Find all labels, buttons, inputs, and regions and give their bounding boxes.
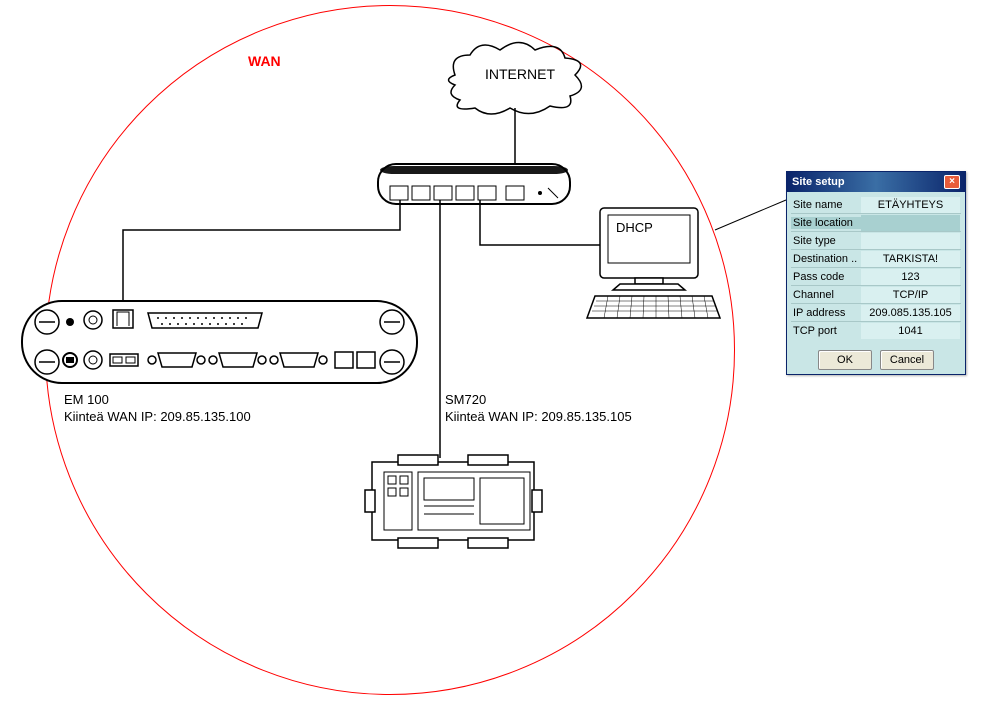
callout-line-dialog bbox=[715, 200, 786, 230]
em100-name: EM 100 bbox=[64, 392, 109, 407]
dialog-title: Site setup bbox=[792, 176, 845, 188]
dhcp-label: DHCP bbox=[616, 220, 653, 235]
cancel-button[interactable]: Cancel bbox=[880, 350, 934, 370]
label-site-name: Site name bbox=[791, 199, 861, 211]
label-site-location: Site location bbox=[791, 217, 861, 229]
label-tcp-port: TCP port bbox=[791, 325, 861, 337]
sm720-ip: Kiinteä WAN IP: 209.85.135.105 bbox=[445, 409, 632, 424]
sm720-name: SM720 bbox=[445, 392, 486, 407]
value-tcp-port[interactable]: 1041 bbox=[861, 323, 960, 339]
close-icon[interactable]: × bbox=[944, 175, 960, 189]
label-channel: Channel bbox=[791, 289, 861, 301]
pc-icon bbox=[587, 208, 720, 318]
value-destination[interactable]: TARKISTA! bbox=[861, 251, 960, 267]
cable-switch-em100 bbox=[123, 200, 400, 306]
site-setup-dialog: Site setup × Site name ETÄYHTEYS Site lo… bbox=[786, 171, 966, 375]
switch-icon bbox=[378, 164, 570, 204]
label-site-type: Site type bbox=[791, 235, 861, 247]
label-ip-address: IP address bbox=[791, 307, 861, 319]
value-site-type[interactable] bbox=[861, 233, 960, 249]
row-site-location[interactable]: Site location bbox=[791, 214, 961, 232]
value-channel[interactable]: TCP/IP bbox=[861, 287, 960, 303]
em100-ip: Kiinteä WAN IP: 209.85.135.100 bbox=[64, 409, 251, 424]
dialog-body: Site name ETÄYHTEYS Site location Site t… bbox=[787, 192, 965, 344]
internet-label: INTERNET bbox=[485, 66, 555, 82]
row-site-name[interactable]: Site name ETÄYHTEYS bbox=[791, 196, 961, 214]
row-site-type[interactable]: Site type bbox=[791, 232, 961, 250]
value-pass-code[interactable]: 123 bbox=[861, 269, 960, 285]
row-channel[interactable]: Channel TCP/IP bbox=[791, 286, 961, 304]
dialog-titlebar[interactable]: Site setup × bbox=[787, 172, 965, 192]
value-site-name[interactable]: ETÄYHTEYS bbox=[861, 197, 960, 213]
ok-button[interactable]: OK bbox=[818, 350, 872, 370]
value-ip-address[interactable]: 209.085.135.105 bbox=[861, 305, 960, 321]
dialog-buttons: OK Cancel bbox=[787, 344, 965, 374]
row-pass-code[interactable]: Pass code 123 bbox=[791, 268, 961, 286]
em100-icon bbox=[22, 301, 417, 383]
network-diagram: WAN bbox=[0, 0, 987, 714]
label-pass-code: Pass code bbox=[791, 271, 861, 283]
value-site-location[interactable] bbox=[861, 215, 960, 231]
label-destination: Destination .. bbox=[791, 253, 861, 265]
sm720-label: SM720 Kiinteä WAN IP: 209.85.135.105 bbox=[445, 392, 632, 426]
sm720-icon bbox=[365, 455, 542, 548]
row-destination[interactable]: Destination .. TARKISTA! bbox=[791, 250, 961, 268]
row-ip-address[interactable]: IP address 209.085.135.105 bbox=[791, 304, 961, 322]
em100-label: EM 100 Kiinteä WAN IP: 209.85.135.100 bbox=[64, 392, 251, 426]
row-tcp-port[interactable]: TCP port 1041 bbox=[791, 322, 961, 340]
